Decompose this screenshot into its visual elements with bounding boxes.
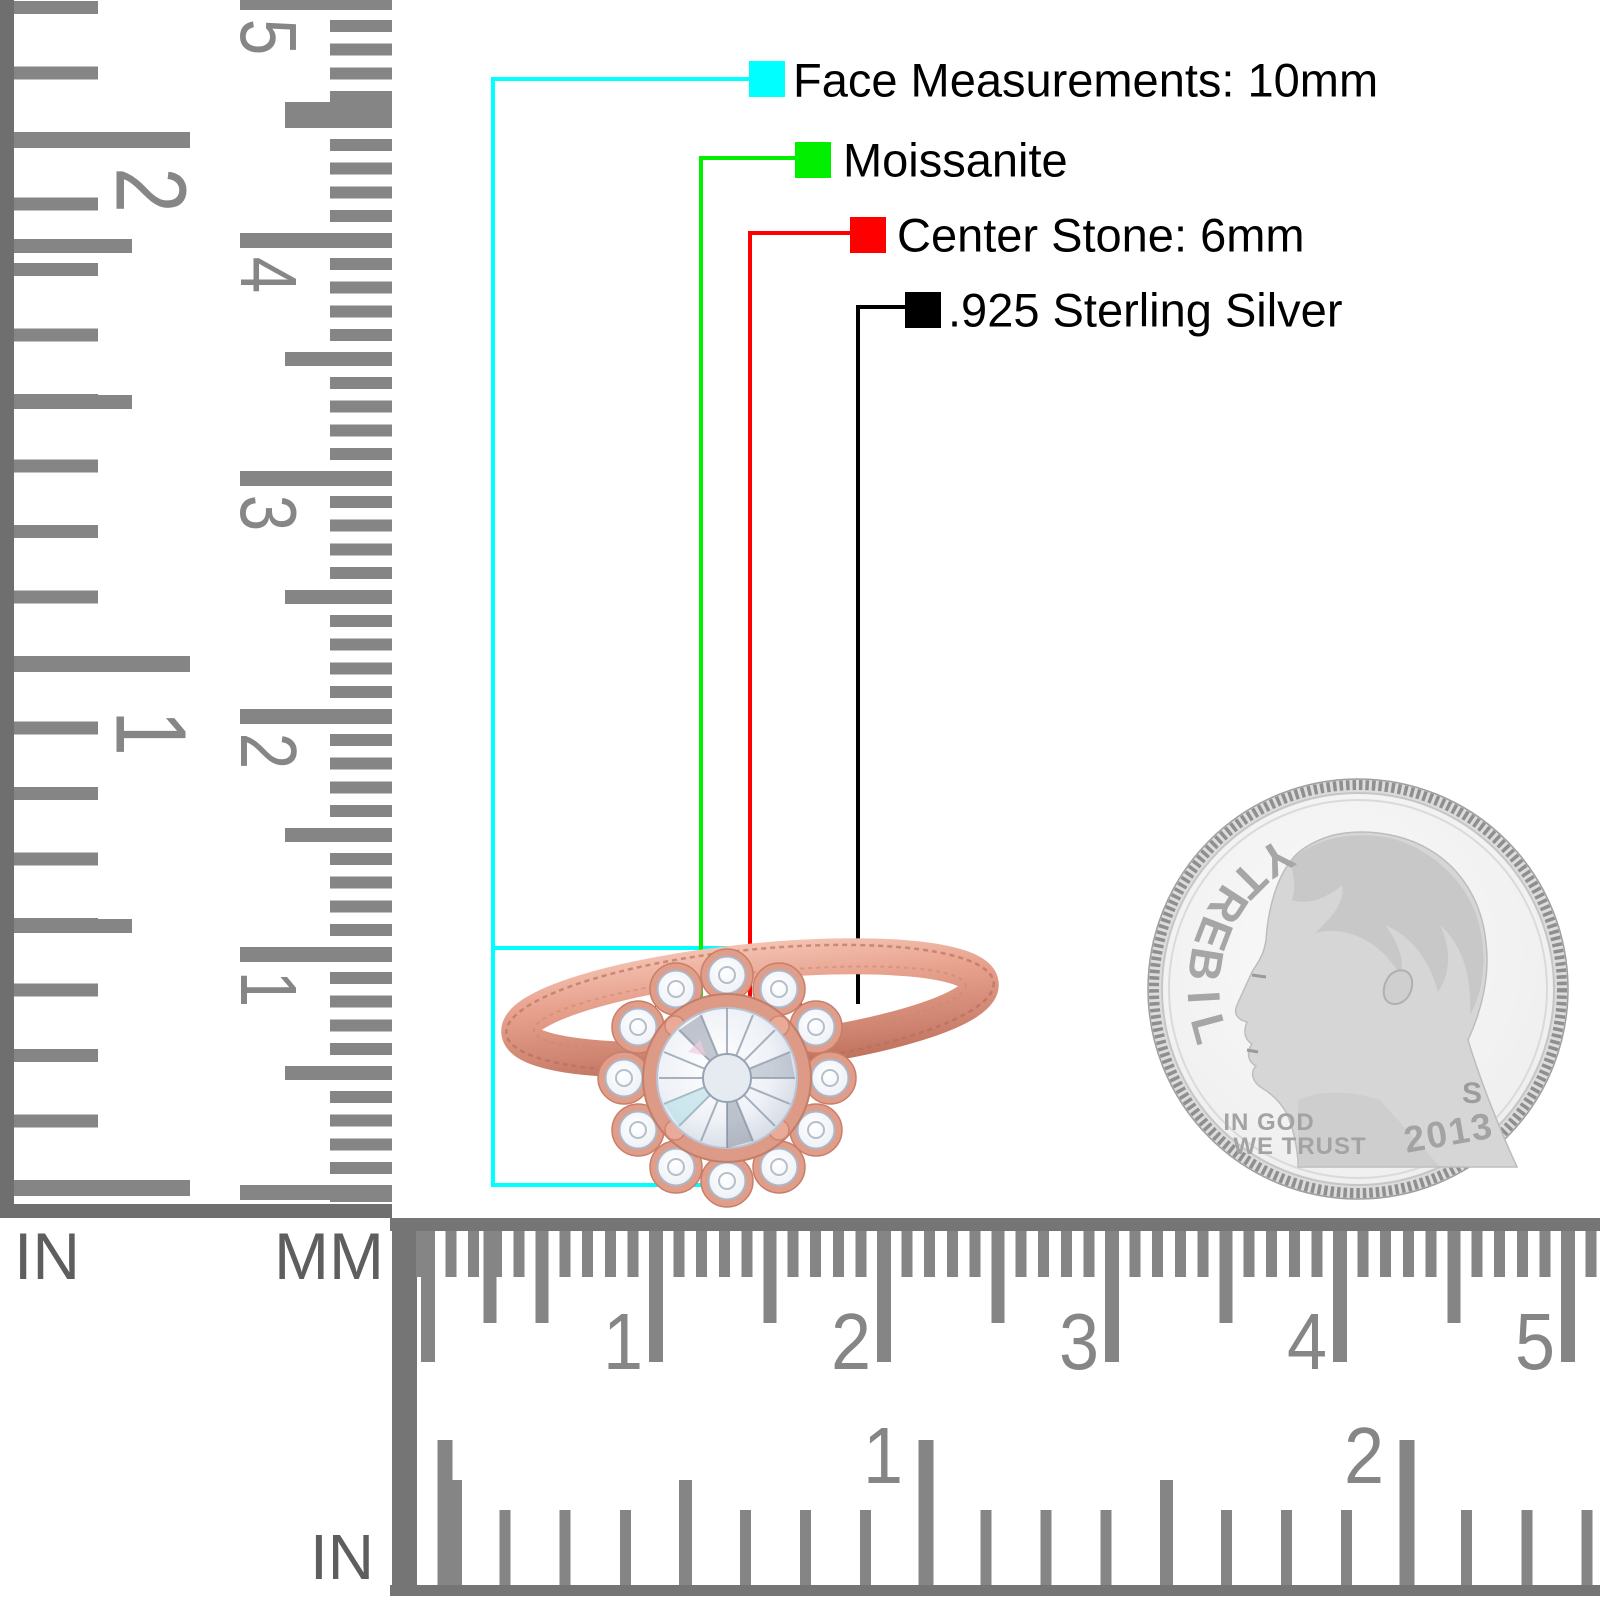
bottom-ruler-top-edge: [390, 1218, 1600, 1231]
moissanite-leader-line: [699, 156, 703, 1045]
bottom-ruler-inch-number: 2: [1343, 1411, 1385, 1500]
face-measurement-leader-line: [491, 77, 495, 1187]
bottom-ruler-inch-number: 1: [862, 1411, 904, 1500]
left-ruler-cm-major-ticks: [240, 0, 392, 1200]
coin-motto-line2: WE TRUST: [1233, 1133, 1366, 1160]
left-ruler-cm-number: 2: [224, 732, 313, 770]
coin-motto-line1: IN GOD: [1223, 1109, 1314, 1136]
face-measurement-bracket-top: [493, 946, 730, 950]
coin-liberty-letter: B: [1178, 944, 1235, 985]
left-ruler-inch-unit-label: IN: [14, 1219, 80, 1293]
bottom-ruler-cm-number: 3: [1058, 1297, 1100, 1386]
face-measurement-leader-line: [493, 77, 749, 81]
metal-leader-line: [857, 305, 905, 309]
left-ruler-bottom-edge: [0, 1204, 392, 1218]
left-ruler-inch-major-ticks: [14, 0, 190, 1204]
dime-coin: L I B E R T Y IN GOD WE TRUST S 2013: [1147, 778, 1569, 1200]
left-ruler: 2 1 5 4 3 2 1: [0, 0, 392, 1218]
moissanite-label: Moissanite: [843, 133, 1068, 187]
metal-label: .925 Sterling Silver: [948, 283, 1343, 337]
coin-mint-mark: S: [1462, 1077, 1482, 1110]
rose-gold-ring-photo: [501, 938, 999, 1208]
left-ruler-cm-number: 3: [224, 494, 313, 532]
center-stone-leader-line: [748, 231, 752, 1007]
metal-swatch: [905, 292, 941, 328]
face-measurement-swatch: [749, 61, 785, 97]
center-stone-leader-line: [748, 231, 850, 235]
left-ruler-inch-number: 1: [94, 710, 207, 756]
bottom-ruler-cm-number: 2: [830, 1297, 872, 1386]
coin-liberty-letter: I: [1178, 989, 1231, 1004]
bottom-ruler: [390, 1218, 1600, 1600]
face-measurement-label: Face Measurements: 10mm: [793, 53, 1379, 107]
left-ruler-cm-number: 5: [224, 18, 313, 56]
bottom-ruler-bottom-edge: [390, 1585, 1600, 1596]
halo-stones: [597, 948, 857, 1208]
left-ruler-cm-number: 4: [224, 256, 313, 294]
left-ruler-mm-unit-label: MM: [274, 1219, 384, 1293]
left-ruler-inch-number: 2: [94, 167, 207, 213]
moissanite-swatch: [795, 142, 831, 178]
roosevelt-profile: [1234, 831, 1519, 1168]
metal-leader-line: [856, 305, 860, 1004]
bottom-ruler-cm-number: 4: [1286, 1297, 1328, 1386]
bottom-ruler-cm-major-ticks: [408, 1231, 1600, 1362]
center-stone: [642, 993, 812, 1163]
left-ruler-cm-number: 1: [224, 970, 313, 1008]
moissanite-leader-line: [699, 156, 795, 160]
center-stone-swatch: [850, 217, 886, 253]
bottom-ruler-cm-number: 5: [1514, 1297, 1556, 1386]
face-measurement-bracket-bottom: [493, 1183, 727, 1187]
bottom-ruler-inch-major-ticks: [408, 1440, 1600, 1585]
left-ruler-edge: [0, 0, 14, 1218]
bottom-ruler-inch-unit-label: IN: [310, 1521, 374, 1593]
center-stone-label: Center Stone: 6mm: [897, 208, 1305, 262]
bottom-ruler-cm-number: 1: [602, 1297, 644, 1386]
coin-reeded-edge: [1149, 780, 1567, 1198]
